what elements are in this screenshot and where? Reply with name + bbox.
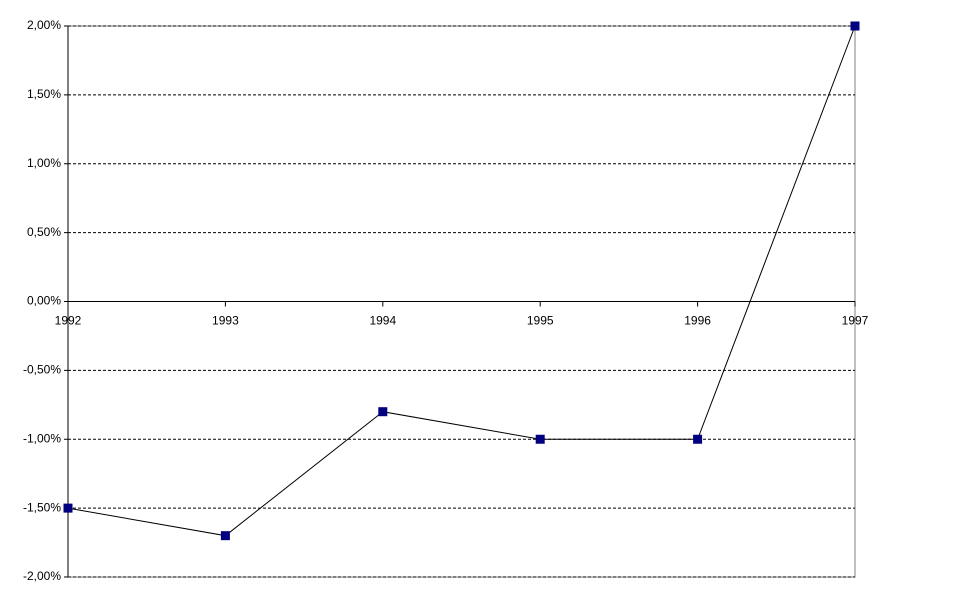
x-tick-label: 1993 (212, 314, 239, 328)
y-tick-label: 0,00% (27, 294, 61, 308)
y-tick-label: -0,50% (23, 363, 61, 377)
x-tick-label: 1995 (527, 314, 554, 328)
y-tick-label: 2,00% (27, 18, 61, 32)
y-tick-label: 0,50% (27, 225, 61, 239)
x-tick-label: 1996 (684, 314, 711, 328)
series-line (67, 25, 856, 537)
marker (378, 407, 388, 417)
marker (693, 434, 703, 444)
marker (63, 503, 73, 513)
y-tick-label: -1,00% (23, 431, 61, 445)
y-tick-label: 1,00% (27, 156, 61, 170)
marker (850, 21, 860, 31)
marker (220, 531, 230, 541)
x-tick-label: 1997 (842, 314, 869, 328)
y-tick-label: -1,50% (23, 500, 61, 514)
x-tick-label: 1992 (55, 314, 82, 328)
y-tick-label: 1,50% (27, 87, 61, 101)
y-tick-label: -2,00% (23, 569, 61, 583)
x-tick-label: 1994 (369, 314, 396, 328)
marker (535, 434, 545, 444)
